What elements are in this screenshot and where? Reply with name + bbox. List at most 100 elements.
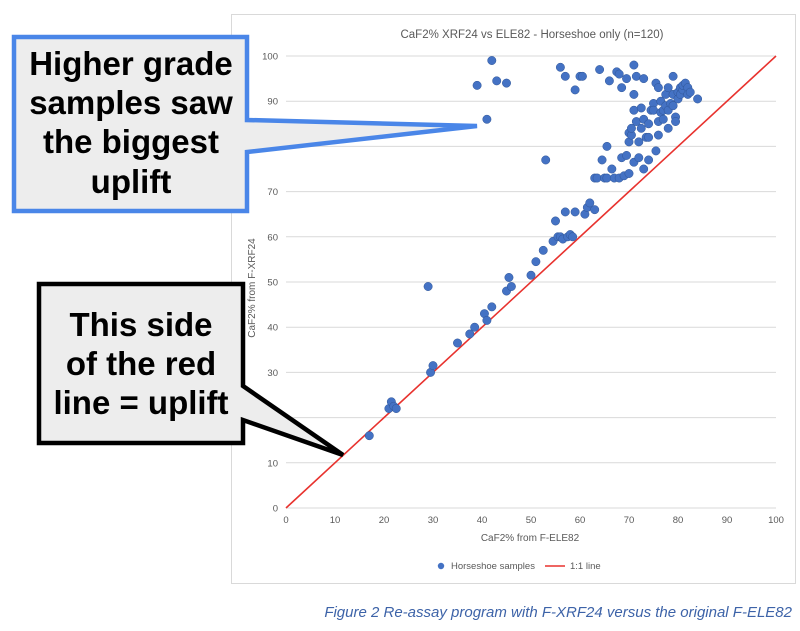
data-point	[644, 119, 654, 129]
data-point	[651, 146, 661, 156]
x-tick-label: 80	[673, 515, 684, 526]
data-points	[364, 56, 703, 441]
data-point	[595, 65, 605, 75]
data-point	[428, 361, 438, 371]
data-point	[636, 103, 646, 113]
callout-top-line-2: samples saw	[29, 84, 233, 121]
data-point	[364, 431, 374, 441]
callout-bottom-line-3: line = uplift	[53, 384, 228, 421]
data-point	[617, 83, 627, 93]
data-point	[639, 164, 649, 174]
data-point	[506, 282, 516, 291]
y-axis-label: CaF2% from F-XRF24	[247, 238, 258, 338]
data-point	[560, 71, 570, 81]
data-point	[627, 123, 636, 133]
data-point	[653, 130, 663, 140]
data-point	[465, 329, 475, 339]
data-point	[668, 71, 678, 81]
data-point	[671, 117, 680, 126]
y-tick-label: 0	[273, 504, 278, 515]
data-point	[568, 232, 578, 242]
data-point	[487, 302, 497, 312]
x-tick-label: 40	[477, 515, 488, 526]
data-point	[644, 155, 654, 165]
x-tick-label: 60	[575, 515, 586, 526]
callout-top-line-3: the biggest	[43, 123, 219, 160]
data-point	[492, 76, 502, 86]
data-point	[685, 87, 695, 97]
data-point	[541, 155, 551, 165]
data-point	[653, 83, 663, 93]
data-point	[639, 74, 649, 84]
data-point	[634, 153, 644, 163]
scatter-plot: CaF2% XRF24 vs ELE82 - Horseshoe only (n…	[247, 29, 784, 572]
data-point	[607, 164, 617, 174]
y-tick-label: 60	[267, 232, 278, 243]
chart-frame: CaF2% XRF24 vs ELE82 - Horseshoe only (n…	[231, 14, 796, 584]
x-tick-label: 100	[768, 515, 784, 526]
x-tick-label: 50	[526, 515, 537, 526]
x-tick-label: 90	[722, 515, 733, 526]
callout-bottom-line-2: of the red	[66, 345, 216, 382]
data-point	[622, 150, 631, 160]
legend-label-line: 1:1 line	[570, 561, 601, 572]
data-point	[482, 315, 492, 325]
chart-title: CaF2% XRF24 vs ELE82 - Horseshoe only (n…	[400, 29, 663, 41]
data-point	[487, 56, 497, 65]
x-tick-label: 0	[283, 515, 288, 526]
legend: Horseshoe samples 1:1 line	[437, 561, 601, 572]
callout-bottom-box	[36, 281, 345, 458]
data-point	[668, 101, 678, 111]
data-point	[590, 205, 600, 215]
x-tick-label: 10	[330, 515, 341, 526]
data-point	[578, 71, 587, 81]
data-point	[551, 216, 560, 226]
data-point	[693, 94, 703, 104]
data-point	[663, 83, 673, 93]
data-point	[663, 123, 673, 133]
data-point	[624, 169, 634, 178]
data-point	[502, 78, 511, 88]
data-point	[570, 85, 580, 95]
callout-top-line-1: Higher grade	[29, 45, 233, 82]
data-point	[658, 114, 668, 124]
x-tick-labels: 0 10 20 30 40 50 60 70 80 90 100	[283, 515, 784, 526]
callout-top-box	[11, 34, 478, 214]
y-tick-label: 90	[267, 97, 278, 108]
data-point	[472, 80, 482, 90]
data-point	[614, 69, 624, 79]
x-tick-label: 30	[428, 515, 439, 526]
data-point	[482, 114, 492, 124]
y-tick-label: 10	[267, 458, 278, 469]
data-point	[602, 141, 612, 151]
data-point	[423, 282, 433, 291]
y-tick-label: 100	[262, 52, 278, 63]
x-tick-label: 70	[624, 515, 635, 526]
gridlines	[286, 55, 776, 509]
x-tick-label: 20	[379, 515, 390, 526]
y-tick-label: 70	[267, 187, 278, 198]
data-point	[629, 60, 639, 70]
callout-top-line-4: uplift	[91, 163, 172, 200]
data-point	[526, 270, 536, 280]
data-point	[470, 322, 480, 332]
y-tick-label: 50	[267, 278, 278, 289]
figure-caption: Figure 2 Re-assay program with F-XRF24 v…	[324, 604, 792, 621]
x-axis-label: CaF2% from F-ELE82	[481, 533, 580, 544]
callout-bottom-line-1: This side	[69, 306, 212, 343]
data-point	[636, 123, 646, 133]
data-point	[560, 207, 570, 217]
data-point	[585, 198, 595, 208]
data-point	[531, 257, 541, 267]
data-point	[634, 137, 644, 147]
data-point	[629, 89, 639, 99]
data-point	[597, 155, 607, 165]
data-point	[622, 74, 631, 84]
data-point	[391, 404, 401, 414]
data-point	[453, 338, 462, 348]
data-point	[604, 76, 614, 86]
data-point	[555, 62, 565, 72]
legend-label-samples: Horseshoe samples	[451, 561, 535, 572]
data-point	[570, 207, 580, 217]
